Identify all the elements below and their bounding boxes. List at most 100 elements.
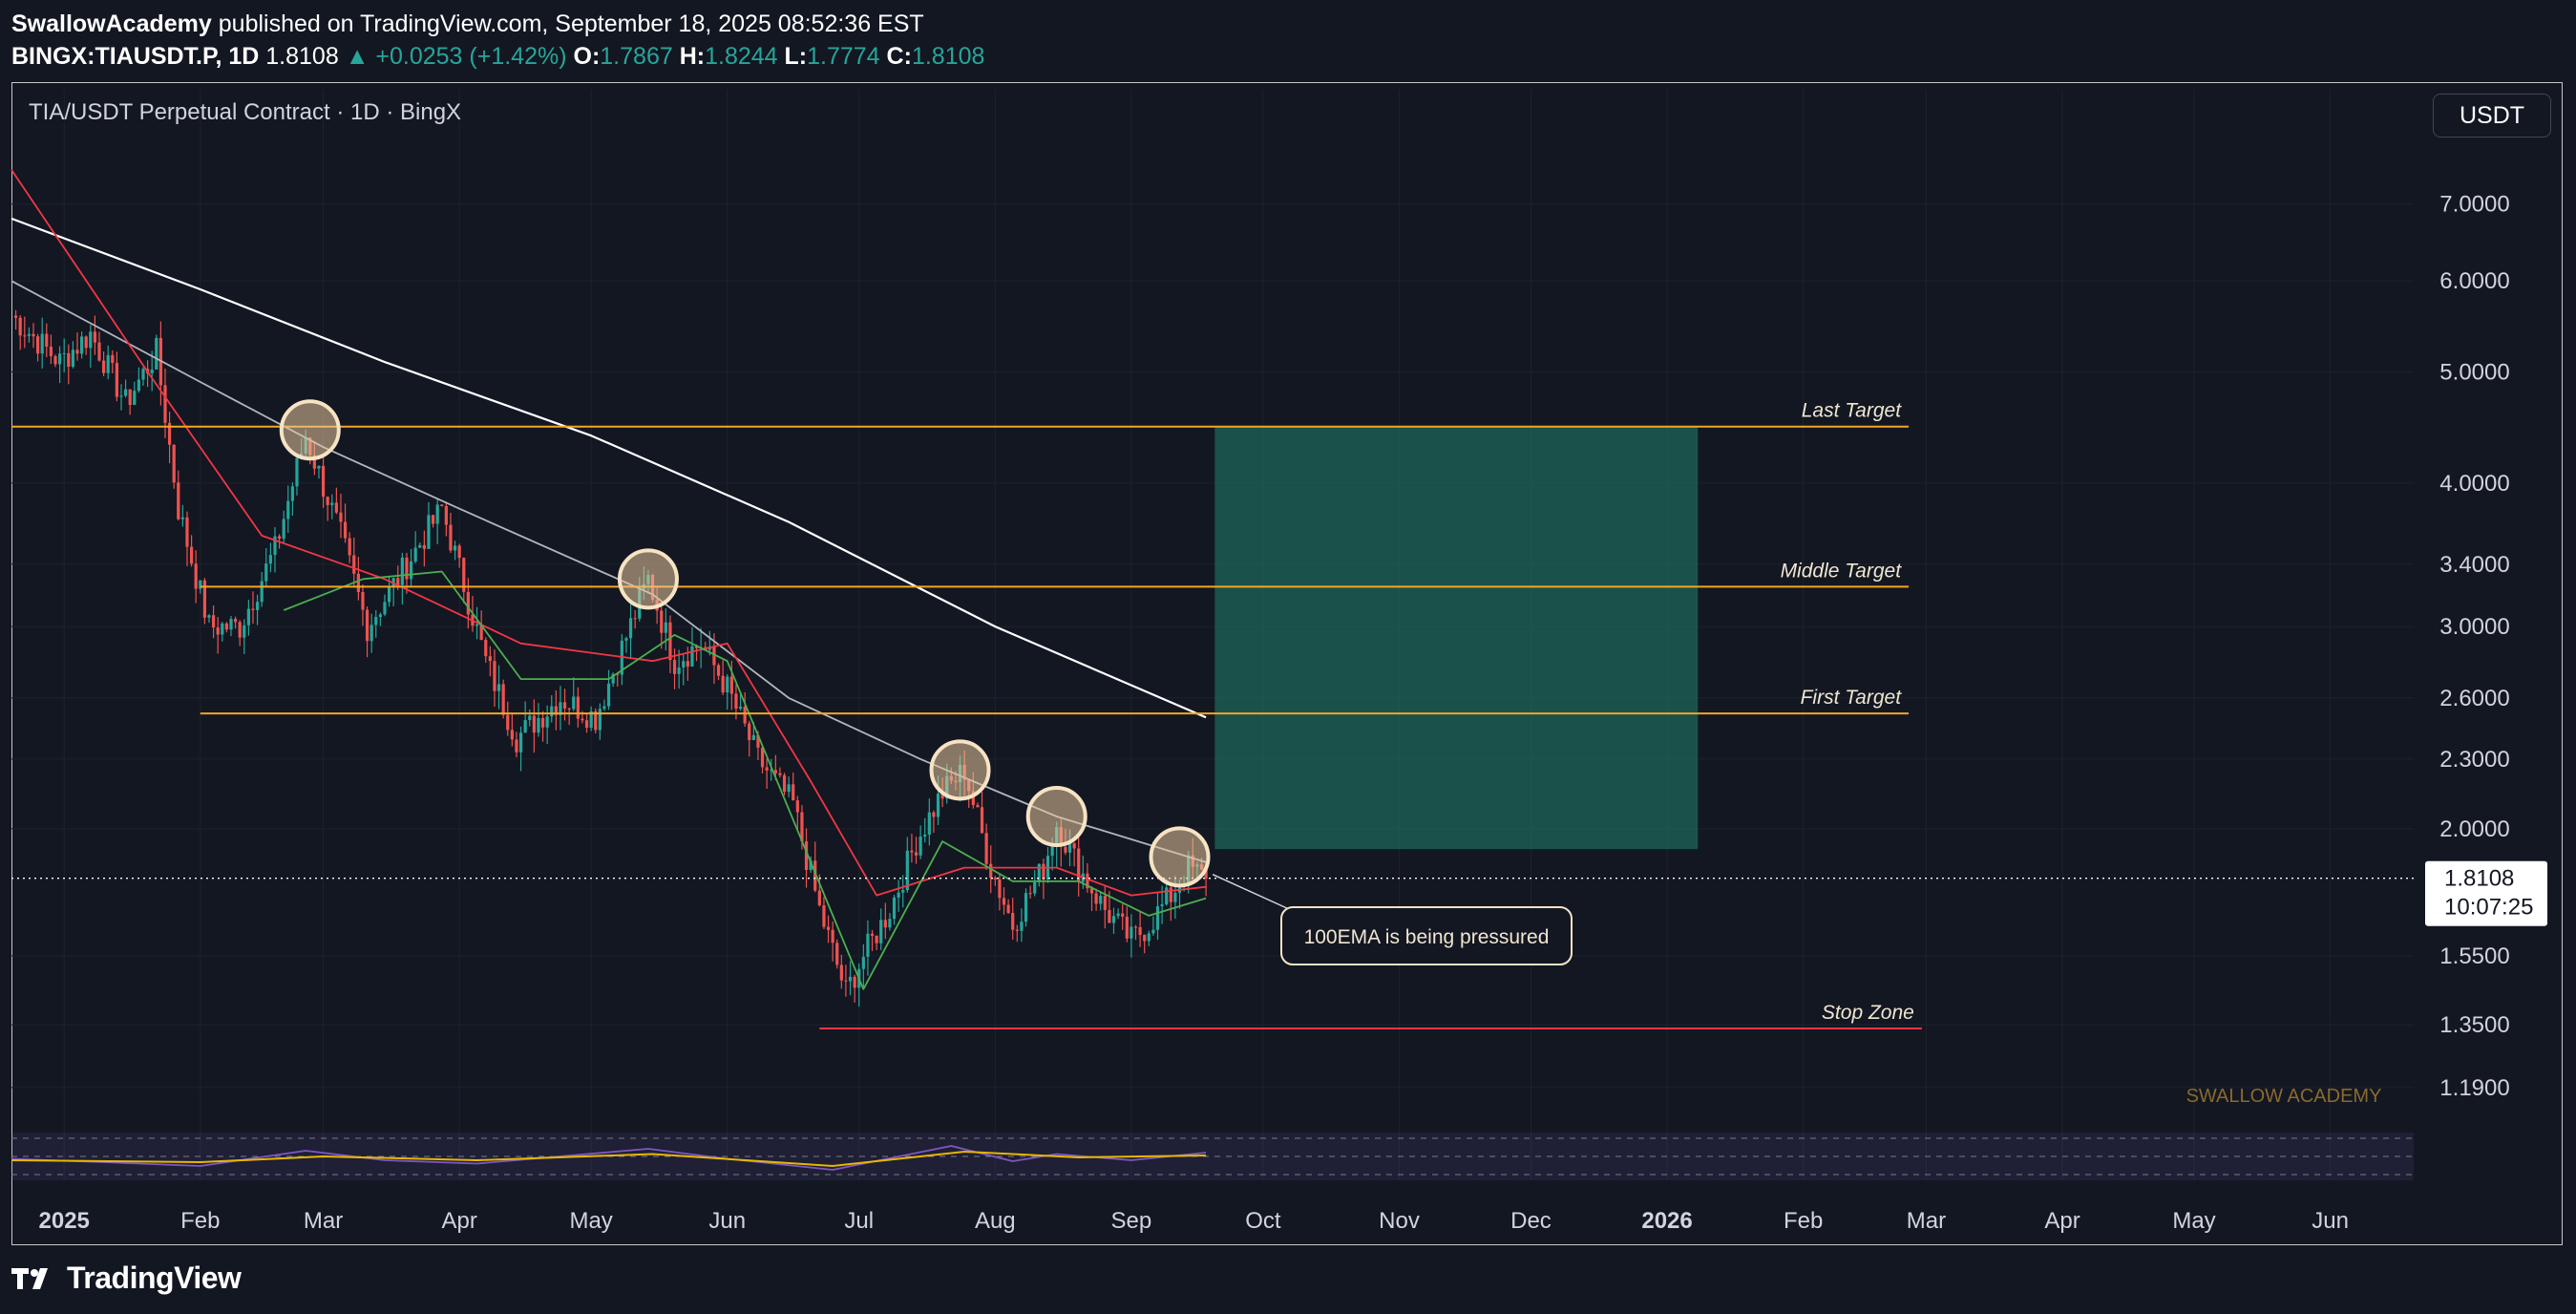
candle-body: [189, 546, 194, 564]
price-tick-label: 3.4000: [2439, 552, 2509, 578]
candle-body: [1072, 843, 1076, 849]
candle-body: [457, 545, 461, 559]
candle-body: [440, 504, 444, 506]
candle-body: [528, 715, 532, 721]
candle-body: [905, 850, 909, 891]
candle-body: [787, 784, 791, 793]
time-tick-label: May: [569, 1208, 612, 1234]
candle-body: [883, 920, 887, 928]
candle-body: [172, 444, 176, 483]
candle-body: [40, 333, 44, 354]
highlight-marker: [1025, 785, 1087, 847]
author-name[interactable]: SwallowAcademy: [11, 11, 212, 37]
candle-body: [264, 563, 268, 582]
candle-body: [348, 538, 351, 556]
high-value: 1.8244: [705, 43, 778, 70]
candle-body: [936, 794, 940, 817]
candle-body: [89, 331, 93, 349]
candle-body: [383, 602, 387, 615]
candle-body: [562, 702, 567, 709]
candle-body: [449, 524, 453, 551]
close-label: C:: [886, 43, 912, 70]
candle-body: [106, 354, 110, 373]
candle-body: [93, 331, 97, 343]
candle-body: [940, 794, 944, 799]
time-tick-label: Mar: [1907, 1208, 1946, 1234]
candle-body: [716, 665, 721, 676]
up-triangle-icon: ▲: [345, 43, 370, 70]
candle-body: [339, 512, 343, 522]
high-label: H:: [679, 43, 706, 70]
candle-body: [993, 878, 997, 880]
candle-body: [273, 536, 277, 556]
level-label: Middle Target: [1781, 560, 1903, 582]
candle-body: [84, 336, 88, 349]
candle-body: [1089, 888, 1094, 894]
candle-body: [387, 586, 391, 603]
candle-body: [848, 976, 853, 982]
candle-body: [128, 389, 132, 406]
annotation-pointer: [1212, 874, 1290, 910]
candle-body: [185, 517, 189, 547]
candle-body: [163, 385, 167, 423]
level-label: First Target: [1801, 687, 1903, 709]
candle-body: [396, 578, 400, 585]
candle-body: [1108, 909, 1111, 923]
time-tick-label: Nov: [1379, 1208, 1420, 1234]
watermark-text: SWALLOW ACADEMY: [2186, 1086, 2382, 1107]
candle-body: [479, 624, 483, 641]
candle-body: [550, 706, 554, 717]
highlight-marker: [279, 399, 341, 461]
candle-body: [668, 622, 672, 661]
candle-body: [53, 355, 57, 365]
candle-body: [180, 517, 184, 519]
low-label: L:: [784, 43, 808, 70]
candle-body: [738, 707, 743, 710]
time-tick-label: Apr: [2044, 1208, 2080, 1234]
candle-body: [282, 519, 285, 540]
annotation-text: 100EMA is being pressured: [1304, 926, 1550, 948]
candle-body: [778, 773, 782, 775]
candle-body: [1111, 916, 1116, 923]
candle-body: [484, 640, 488, 657]
time-tick-label: Mar: [304, 1208, 343, 1234]
time-axis: 2025 Feb Mar Apr May Jun Jul Aug Sep Oct Nov Dec 202…: [39, 1208, 2349, 1234]
candle-body: [1033, 881, 1037, 894]
candle-body: [207, 615, 211, 618]
candle-body: [844, 980, 848, 982]
candle-body: [391, 578, 395, 587]
candle-body: [229, 619, 233, 630]
candle-body: [444, 505, 448, 525]
candle-body: [1099, 896, 1103, 904]
candle-body: [413, 547, 417, 562]
chart-header: SwallowAcademy published on TradingView.…: [11, 8, 984, 73]
candle-body: [1011, 913, 1015, 930]
candle-body: [141, 369, 145, 380]
price-tick-label: 1.1900: [2439, 1075, 2509, 1101]
footer-brand[interactable]: TradingView: [67, 1261, 242, 1295]
price-tick-label: 3.0000: [2439, 614, 2509, 640]
current-price-tag: [2425, 860, 2547, 926]
candles: [13, 309, 1208, 1007]
candle-body: [826, 926, 831, 930]
candle-body: [624, 638, 628, 641]
candle-body: [971, 791, 975, 806]
candle-body: [523, 720, 527, 733]
candle-body: [137, 379, 140, 392]
candle-body: [32, 333, 35, 337]
candle-body: [255, 602, 260, 610]
candle-body: [734, 693, 738, 710]
currency-button[interactable]: USDT: [2433, 94, 2551, 138]
candle-body: [243, 625, 246, 638]
candle-body: [1155, 906, 1160, 930]
candle-body: [453, 545, 457, 551]
price-tick-label: 4.0000: [2439, 471, 2509, 497]
candle-body: [984, 833, 988, 864]
price-tick-label: 7.0000: [2439, 192, 2509, 218]
candle-body: [870, 933, 875, 936]
candle-body: [918, 837, 922, 856]
candle-body: [334, 502, 338, 513]
candle-body: [751, 734, 755, 741]
candle-body: [167, 422, 172, 445]
